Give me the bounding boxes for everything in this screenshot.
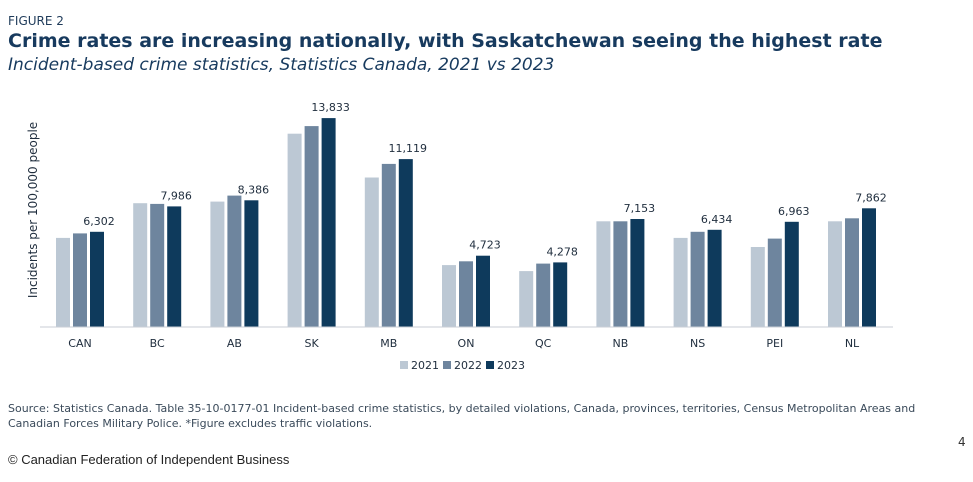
bar-on-2021 [442,265,456,327]
bars-group [56,118,876,327]
legend-label-2021: 2021 [411,359,439,372]
bar-nb-2021 [596,221,611,327]
bar-ns-2023 [707,229,722,327]
bar-ab-2023 [244,200,259,327]
x-tick-mb: MB [380,337,397,350]
chart-title: Crime rates are increasing nationally, w… [8,30,883,52]
bar-bc-2022 [150,203,165,327]
legend: 2021 2022 2023 [400,359,525,372]
bar-nb-2023 [630,219,645,327]
x-tick-pei: PEI [766,337,783,350]
bar-sk-2021 [287,133,302,327]
bar-bc-2023 [167,206,182,327]
chart-subtitle: Incident-based crime statistics, Statist… [8,55,555,75]
bar-nl-2023 [862,208,876,327]
x-tick-qc: QC [535,337,552,350]
data-label-ab: 8,386 [238,183,270,196]
bar-pei-2021 [750,247,765,327]
bar-sk-2023 [321,118,336,327]
bar-mb-2022 [381,163,396,327]
legend-label-2022: 2022 [454,359,482,372]
x-tick-nl: NL [845,337,860,350]
bar-qc-2023 [553,262,568,327]
legend-label-2023: 2023 [497,359,525,372]
bar-can-2021 [56,237,70,327]
data-label-on: 4,723 [469,239,501,252]
bar-ns-2022 [690,231,705,327]
data-label-nb: 7,153 [624,202,656,215]
bar-nl-2022 [845,218,859,327]
data-label-ns: 6,434 [701,213,733,226]
data-label-bc: 7,986 [160,189,192,202]
data-label-nl: 7,862 [855,191,887,204]
legend-swatch-2023 [486,361,494,369]
bar-pei-2023 [784,221,799,327]
bar-on-2022 [459,261,473,327]
data-label-qc: 4,278 [546,245,578,258]
data-labels-group: 6,302 7,986 8,386 13,833 11,119 4,723 4,278 7,1… [83,101,887,258]
bar-can-2023 [90,231,104,327]
page-number: 4 [958,435,966,449]
bar-mb-2023 [398,159,413,327]
x-tick-sk: SK [304,337,319,350]
bar-sk-2022 [304,126,319,327]
data-label-mb: 11,119 [389,142,428,155]
bar-pei-2022 [767,238,782,327]
x-tick-ns: NS [690,337,705,350]
legend-swatch-2021 [400,361,408,369]
bar-can-2022 [73,233,87,327]
x-tick-ab: AB [227,337,242,350]
bar-qc-2022 [536,263,551,327]
bar-mb-2021 [364,177,379,327]
data-label-pei: 6,963 [778,205,810,218]
copyright-text: © Canadian Federation of Independent Bus… [8,452,290,467]
x-tick-on: ON [458,337,475,350]
legend-swatch-2022 [443,361,451,369]
data-label-can: 6,302 [83,215,115,228]
bar-on-2023 [476,255,490,327]
bar-bc-2021 [133,203,148,327]
bar-nb-2022 [613,221,628,327]
bar-nl-2021 [828,221,842,327]
bar-chart: 6,302 7,986 8,386 13,833 11,119 4,723 4,278 7,1… [26,101,893,372]
figure-label: FIGURE 2 [8,14,64,28]
x-tick-bc: BC [150,337,165,350]
x-tick-labels: CAN BC AB SK MB ON QC NB NS PEI NL [68,337,860,350]
bar-ab-2021 [210,201,225,327]
bar-qc-2021 [519,271,534,327]
source-note: Source: Statistics Canada. Table 35-10-0… [8,402,916,430]
y-axis-label: Incidents per 100,000 people [26,122,40,298]
data-label-sk: 13,833 [311,101,350,114]
bar-ab-2022 [227,195,242,327]
x-tick-nb: NB [613,337,629,350]
bar-ns-2021 [673,237,688,327]
x-tick-can: CAN [68,337,91,350]
